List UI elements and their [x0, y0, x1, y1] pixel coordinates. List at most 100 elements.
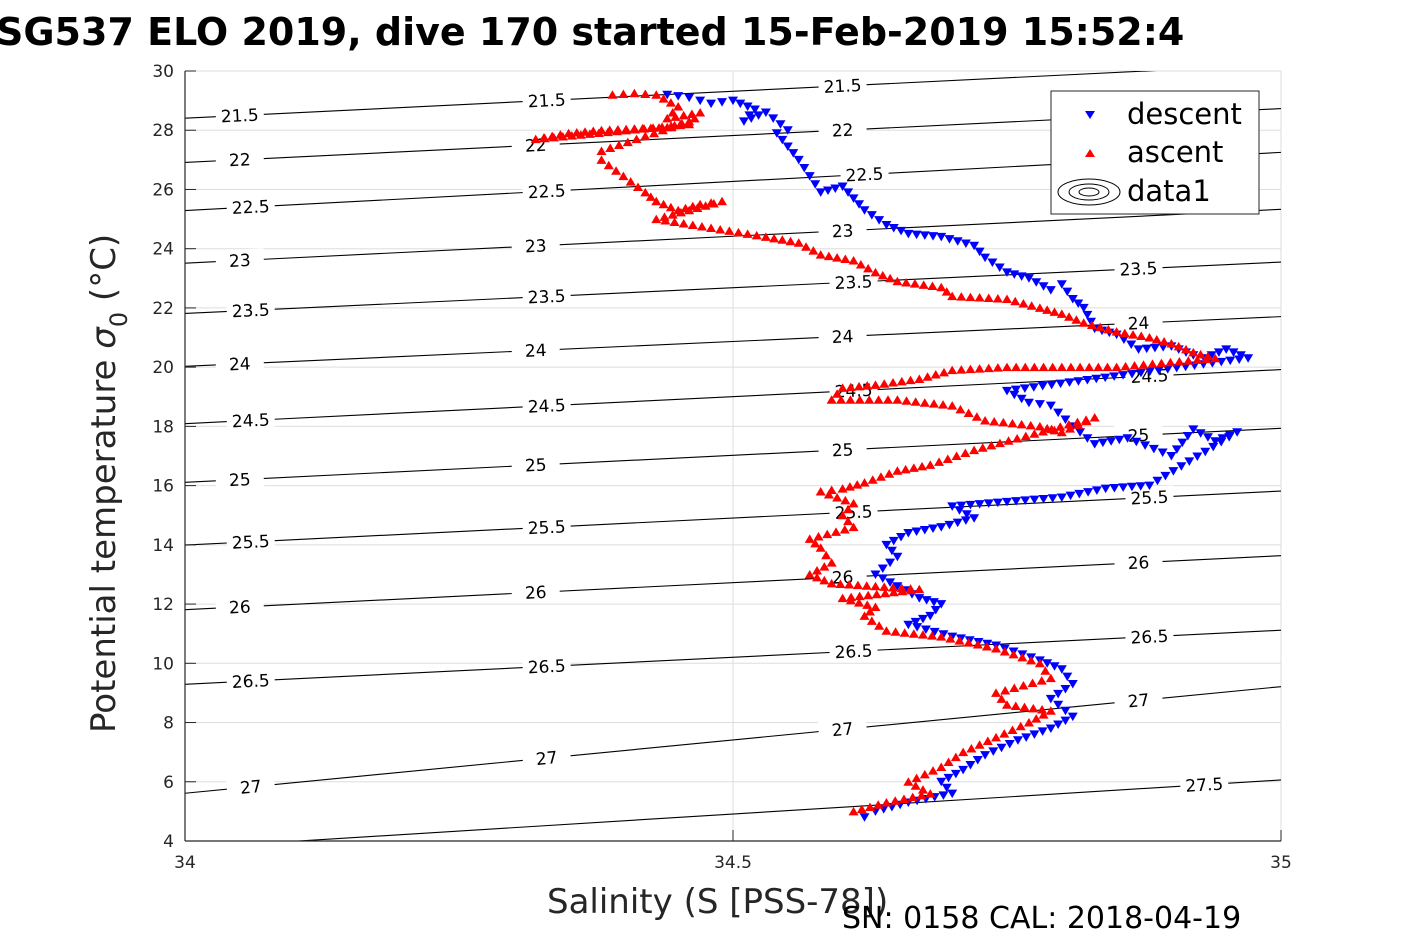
contour-label: 24 [229, 354, 252, 375]
descent-point [969, 514, 980, 523]
ascent-point [733, 227, 744, 237]
contour-label-gap [522, 654, 572, 677]
ascent-point [812, 566, 823, 575]
ascent-point [862, 381, 873, 390]
ascent-point [1016, 419, 1027, 429]
ascent-point [596, 146, 607, 155]
ascent-point [813, 532, 824, 541]
ascent-point [831, 527, 842, 536]
ascent-point [1040, 666, 1051, 675]
ascent-point [956, 365, 967, 374]
descent-point [980, 751, 991, 760]
descent-point [920, 625, 931, 635]
ascent-point [625, 177, 636, 186]
ascent-point [859, 478, 870, 487]
ascent-point [1063, 419, 1074, 429]
descent-point [749, 105, 760, 114]
descent-point [1126, 482, 1137, 492]
y-axis-label-unit: (°C) [84, 234, 124, 312]
descent-point [947, 632, 958, 642]
descent-point [1078, 303, 1089, 313]
ascent-point [950, 752, 961, 762]
ascent-point [966, 743, 977, 753]
descent-point [1086, 317, 1097, 327]
descent-point [885, 578, 896, 587]
descent-point [1037, 727, 1048, 736]
ascent-point [657, 125, 668, 135]
descent-point [1045, 401, 1056, 411]
ascent-point [965, 364, 976, 374]
ascent-point [612, 124, 623, 134]
descent-point [775, 120, 786, 129]
contour-label-gap [215, 103, 265, 126]
ascent-point [547, 131, 558, 141]
contour-label-gap [818, 73, 868, 97]
ascent-point [812, 572, 823, 582]
descent-point [881, 221, 892, 230]
contour-label: 22.5 [231, 197, 270, 219]
ascent-point [907, 792, 918, 802]
descent-point [662, 90, 673, 100]
y-tick-label: 20 [152, 358, 174, 378]
ascent-point [1056, 362, 1067, 372]
contour-label-gap [511, 233, 561, 257]
ascent-point [1210, 353, 1221, 363]
descent-point [1073, 377, 1084, 386]
ascent-point [884, 469, 895, 478]
ascent-point [832, 492, 843, 502]
ascent-point [917, 630, 928, 639]
descent-point [1109, 372, 1120, 381]
contour-label-gap [829, 639, 878, 662]
descent-point [1089, 440, 1100, 449]
descent-point [919, 231, 930, 240]
descent-point [1045, 694, 1056, 704]
ascent-point [977, 443, 988, 452]
descent-point [912, 623, 923, 632]
ascent-point [854, 381, 865, 391]
ascent-point [700, 201, 711, 210]
contour-label: 26 [524, 583, 547, 604]
ascent-point [836, 395, 847, 404]
descent-point [1135, 482, 1146, 491]
ascent-point [892, 276, 903, 286]
ascent-point [678, 110, 689, 120]
ascent-point [919, 398, 930, 407]
ascent-point [942, 454, 953, 463]
ascent-point [1025, 420, 1036, 430]
descent-point [943, 773, 954, 783]
descent-point [1029, 730, 1040, 739]
ascent-point [622, 137, 633, 147]
ascent-point [1128, 330, 1139, 339]
contour-label: 23 [831, 221, 854, 242]
descent-point [742, 102, 753, 112]
descent-point [1082, 310, 1093, 320]
descent-point [1177, 438, 1188, 448]
descent-point [936, 777, 947, 787]
ascent-point [888, 378, 899, 387]
ascent-point [925, 789, 936, 798]
contour-label-gap [1113, 687, 1164, 712]
ascent-point [696, 221, 707, 231]
ascent-point [958, 747, 969, 757]
ascent-point [854, 598, 865, 607]
descent-point [1073, 299, 1084, 308]
legend-item-descent: descent [1085, 97, 1242, 131]
descent-point [954, 506, 965, 515]
ascent-point [992, 294, 1003, 303]
ascent-point [919, 769, 930, 779]
descent-point [1091, 374, 1102, 384]
contour-label: 23.5 [834, 272, 873, 294]
descent-point [1011, 497, 1022, 506]
descent-point [1148, 444, 1159, 454]
ascent-point [840, 495, 851, 505]
ascent-point [1103, 324, 1114, 334]
descent-point [1144, 481, 1155, 491]
descent-point [983, 499, 994, 508]
y-tick-label: 10 [152, 654, 174, 674]
ascent-point [899, 628, 910, 637]
ascent-point [673, 102, 684, 111]
ascent-point [1183, 356, 1194, 365]
contour-label-gap [522, 515, 572, 538]
ascent-point [991, 688, 1002, 697]
y-tick-label: 22 [152, 299, 174, 319]
